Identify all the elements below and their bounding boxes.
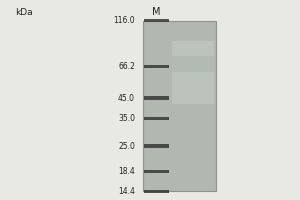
Text: 18.4: 18.4 [118,167,135,176]
Text: 116.0: 116.0 [113,16,135,25]
Bar [142,21,216,191]
Bar [144,117,170,120]
Bar [144,65,170,68]
Bar [172,56,214,72]
Bar [144,144,170,148]
Text: M: M [152,7,161,17]
Bar [144,96,170,100]
Bar [144,190,170,193]
Text: 45.0: 45.0 [118,94,135,103]
Text: kDa: kDa [16,8,33,17]
Text: 25.0: 25.0 [118,142,135,151]
Bar [172,41,214,104]
Text: 35.0: 35.0 [118,114,135,123]
Text: 14.4: 14.4 [118,187,135,196]
Bar [144,170,170,173]
Bar [144,19,170,22]
Text: 66.2: 66.2 [118,62,135,71]
